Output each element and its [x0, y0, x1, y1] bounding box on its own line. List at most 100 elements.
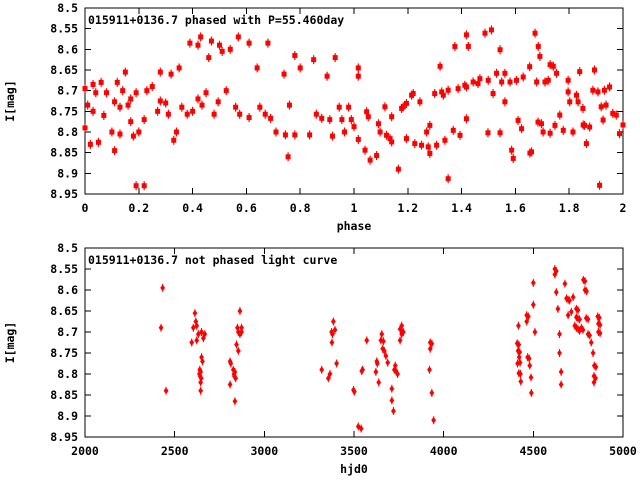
data-point — [593, 374, 598, 382]
data-point — [228, 360, 234, 367]
data-point — [198, 34, 204, 40]
data-point — [452, 43, 458, 49]
y-tick-label: 8.65 — [50, 63, 78, 77]
data-point — [518, 378, 524, 386]
data-point — [157, 69, 163, 75]
y-tick-label: 8.95 — [50, 430, 78, 444]
y-tick-label: 8.7 — [57, 325, 78, 339]
data-point — [532, 30, 538, 36]
data-point — [570, 129, 576, 135]
data-point — [455, 86, 461, 92]
data-point — [542, 79, 548, 85]
x-tick-label: 2 — [620, 201, 627, 215]
data-point — [358, 425, 364, 433]
data-point — [158, 324, 164, 332]
plot-frame — [84, 247, 624, 438]
x-tick-label: 2000 — [71, 444, 99, 458]
x-tick-label: 1.8 — [559, 201, 580, 215]
data-point — [327, 117, 333, 123]
data-point — [149, 84, 155, 90]
data-point — [497, 130, 503, 136]
data-point — [590, 349, 596, 357]
data-point — [582, 122, 588, 128]
data-point — [332, 326, 338, 334]
data-point — [155, 108, 161, 114]
data-point — [364, 336, 370, 344]
y-tick-label: 8.75 — [50, 104, 78, 118]
data-point — [208, 38, 214, 44]
data-point — [535, 119, 541, 125]
data-point — [367, 157, 373, 163]
data-point — [525, 312, 531, 320]
data-point — [597, 321, 603, 329]
data-point — [510, 155, 516, 161]
data-point — [292, 132, 298, 138]
data-point — [497, 47, 503, 53]
data-point — [600, 117, 606, 123]
data-point — [374, 360, 380, 367]
data-point — [112, 148, 118, 154]
data-point — [620, 122, 626, 128]
data-point — [195, 96, 201, 102]
data-point — [553, 267, 559, 275]
data-point — [557, 112, 563, 118]
data-point — [389, 139, 395, 145]
data-point — [330, 330, 335, 338]
data-point — [591, 67, 597, 73]
data-point — [434, 142, 440, 148]
data-point — [509, 147, 515, 153]
data-point — [593, 363, 599, 371]
data-point — [526, 354, 532, 362]
y-axis-label: I[mag] — [3, 80, 17, 122]
y-tick-label: 8.6 — [57, 283, 78, 297]
data-point — [342, 129, 348, 135]
data-point — [179, 104, 185, 110]
data-point — [403, 136, 409, 142]
data-point — [90, 81, 96, 87]
data-point — [198, 368, 204, 376]
data-point — [329, 133, 335, 139]
data-point — [381, 337, 386, 345]
y-tick-label: 8.75 — [50, 346, 78, 360]
data-point — [588, 339, 594, 346]
data-point — [560, 127, 566, 133]
data-point — [610, 110, 616, 116]
data-point — [332, 55, 338, 61]
data-point — [292, 53, 298, 59]
data-point — [112, 99, 118, 105]
data-point — [223, 88, 229, 94]
data-point — [237, 307, 243, 315]
data-point — [419, 142, 425, 148]
data-point — [330, 318, 336, 325]
x-tick-label: 4000 — [430, 444, 458, 458]
data-point — [195, 42, 201, 48]
data-point — [617, 131, 623, 137]
y-tick-label: 8.9 — [57, 409, 78, 423]
data-point — [532, 328, 538, 336]
data-point — [351, 388, 357, 396]
y-tick-label: 8.5 — [57, 1, 78, 15]
data-point — [562, 280, 568, 288]
data-point — [565, 311, 571, 319]
x-tick-label: 0.8 — [290, 201, 311, 215]
data-point — [130, 133, 136, 139]
data-point — [577, 69, 583, 75]
data-point — [334, 360, 340, 367]
data-points — [158, 265, 603, 433]
data-point — [601, 87, 607, 93]
x-tick-label: 4500 — [519, 444, 547, 458]
y-tick-label: 8.5 — [57, 241, 78, 255]
data-point — [587, 331, 593, 339]
data-point — [554, 70, 560, 76]
data-point — [558, 368, 564, 376]
data-point — [176, 65, 182, 71]
data-point — [527, 362, 533, 370]
data-point — [109, 129, 115, 135]
data-point — [403, 100, 409, 106]
data-point — [82, 86, 88, 92]
data-point — [198, 387, 204, 395]
data-point — [597, 329, 603, 337]
data-point — [400, 104, 406, 110]
data-point — [553, 288, 559, 296]
data-point — [114, 79, 120, 85]
